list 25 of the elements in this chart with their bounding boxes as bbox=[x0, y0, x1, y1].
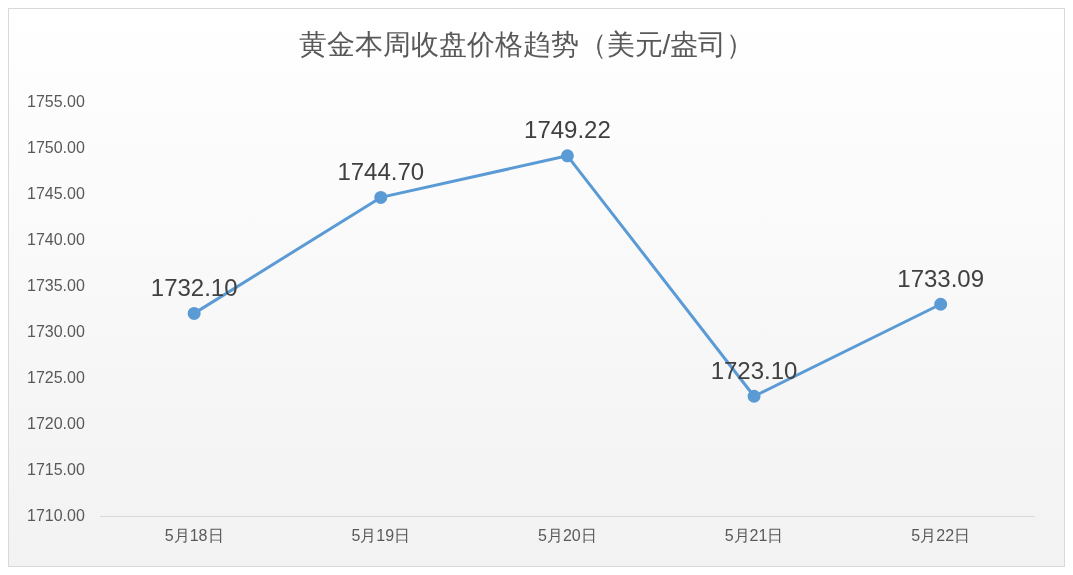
data-label: 1733.09 bbox=[897, 264, 985, 292]
x-tick-label: 5月20日 bbox=[538, 526, 597, 544]
data-label: 1749.22 bbox=[524, 116, 611, 144]
x-tick-label: 5月22日 bbox=[911, 526, 971, 544]
data-label: 1744.70 bbox=[337, 158, 425, 186]
point bbox=[747, 389, 761, 403]
y-tick-label: 1750.00 bbox=[26, 139, 85, 157]
y-tick-label: 1730.00 bbox=[26, 323, 85, 341]
y-tick-label: 1745.00 bbox=[26, 185, 85, 203]
y-tick-label: 1735.00 bbox=[26, 277, 85, 295]
point bbox=[374, 190, 388, 204]
y-tick-label: 1720.00 bbox=[26, 415, 85, 433]
data-label: 1732.10 bbox=[150, 274, 238, 302]
y-tick-label: 1740.00 bbox=[26, 231, 85, 249]
point bbox=[187, 306, 201, 320]
point bbox=[560, 149, 574, 163]
x-tick-label: 5月18日 bbox=[164, 526, 224, 544]
point bbox=[934, 297, 948, 311]
x-tick-label: 5月19日 bbox=[351, 526, 411, 544]
y-tick-label: 1755.00 bbox=[26, 93, 85, 111]
y-tick-label: 1710.00 bbox=[26, 507, 85, 525]
chart-title: 黄金本周收盘价格趋势（美元/盎司） bbox=[298, 28, 755, 60]
y-tick-label: 1725.00 bbox=[26, 369, 85, 387]
x-tick-label: 5月21日 bbox=[724, 526, 784, 544]
y-tick-label: 1715.00 bbox=[26, 461, 85, 479]
